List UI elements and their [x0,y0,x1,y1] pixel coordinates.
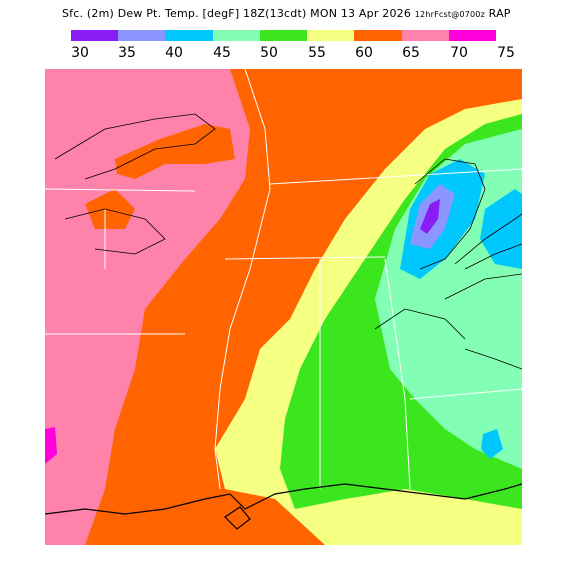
legend-label: 65 [402,45,420,61]
legend-labels: 30 35 40 45 50 55 60 65 70 75 [62,45,522,63]
legend-swatch-35 [118,30,166,41]
dewpoint-region-40-45-south [481,429,503,459]
title-forecast: 12hrFcst@0700z [414,10,485,19]
map-canvas [45,69,522,545]
dewpoint-region-70-75 [45,427,57,464]
legend-swatch-30 [71,30,119,41]
legend-swatch-65 [401,30,449,41]
dewpoint-map [45,69,522,545]
legend-swatch-45 [212,30,260,41]
legend-swatch-50 [259,30,308,41]
dewpoint-region-60-65-west [85,189,135,229]
legend-swatch-60 [354,30,402,41]
legend-swatch-55 [307,30,355,41]
legend-label: 55 [308,45,326,61]
legend-swatch-70 [448,30,496,41]
legend-label: 75 [497,45,515,61]
legend-label: 35 [118,45,136,61]
legend-swatch-40 [165,30,213,41]
map-title: Sfc. (2m) Dew Pt. Temp. [degF] 18Z(13cdt… [62,7,511,20]
dewpoint-region-40-45-east [480,189,522,269]
contours [54,113,522,370]
title-main: Sfc. (2m) Dew Pt. Temp. [degF] 18Z(13cdt… [62,7,412,20]
legend-label: 70 [450,45,468,61]
coastline [45,483,522,530]
legend-label: 50 [260,45,278,61]
state-borders [45,69,522,490]
legend-label: 45 [213,45,231,61]
color-legend [71,30,496,41]
legend-label: 40 [165,45,183,61]
legend-label: 30 [71,45,89,61]
dewpoint-region-30-35 [420,199,440,234]
dewpoint-region-60-65-nw [115,124,235,179]
legend-label: 60 [355,45,373,61]
title-model: RAP [488,7,511,20]
